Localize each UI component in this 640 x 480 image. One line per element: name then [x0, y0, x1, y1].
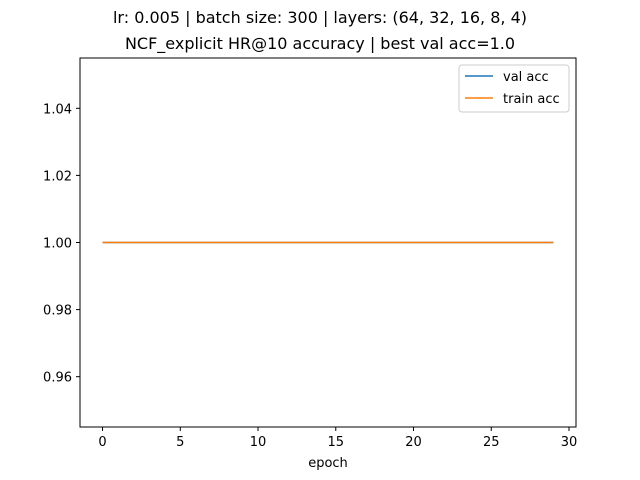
x-tick-label: 0	[98, 435, 106, 450]
x-tick-label: 25	[483, 435, 500, 450]
x-axis-ticks: 0 5 10 15 20 25 30	[98, 427, 577, 450]
y-tick-label: 0.98	[43, 304, 72, 319]
y-tick-label: 1.02	[43, 169, 72, 184]
chart-title-line-2: NCF_explicit HR@10 accuracy | best val a…	[124, 34, 516, 53]
y-tick-label: 1.00	[43, 237, 72, 252]
y-tick-label: 0.96	[43, 371, 72, 386]
x-tick-label: 20	[405, 435, 422, 450]
legend: val acc train acc	[458, 64, 570, 113]
legend-entry-label: train acc	[503, 92, 560, 107]
y-axis-ticks: 0.96 0.98 1.00 1.02 1.04	[43, 102, 80, 386]
x-tick-label: 15	[328, 435, 345, 450]
x-tick-label: 5	[176, 435, 184, 450]
legend-entry-label: val acc	[503, 70, 549, 85]
chart-title-line-1: lr: 0.005 | batch size: 300 | layers: (6…	[112, 8, 527, 27]
x-tick-label: 10	[250, 435, 267, 450]
x-axis-label: epoch	[308, 456, 348, 471]
y-tick-label: 1.04	[43, 102, 72, 117]
x-tick-label: 30	[561, 435, 578, 450]
